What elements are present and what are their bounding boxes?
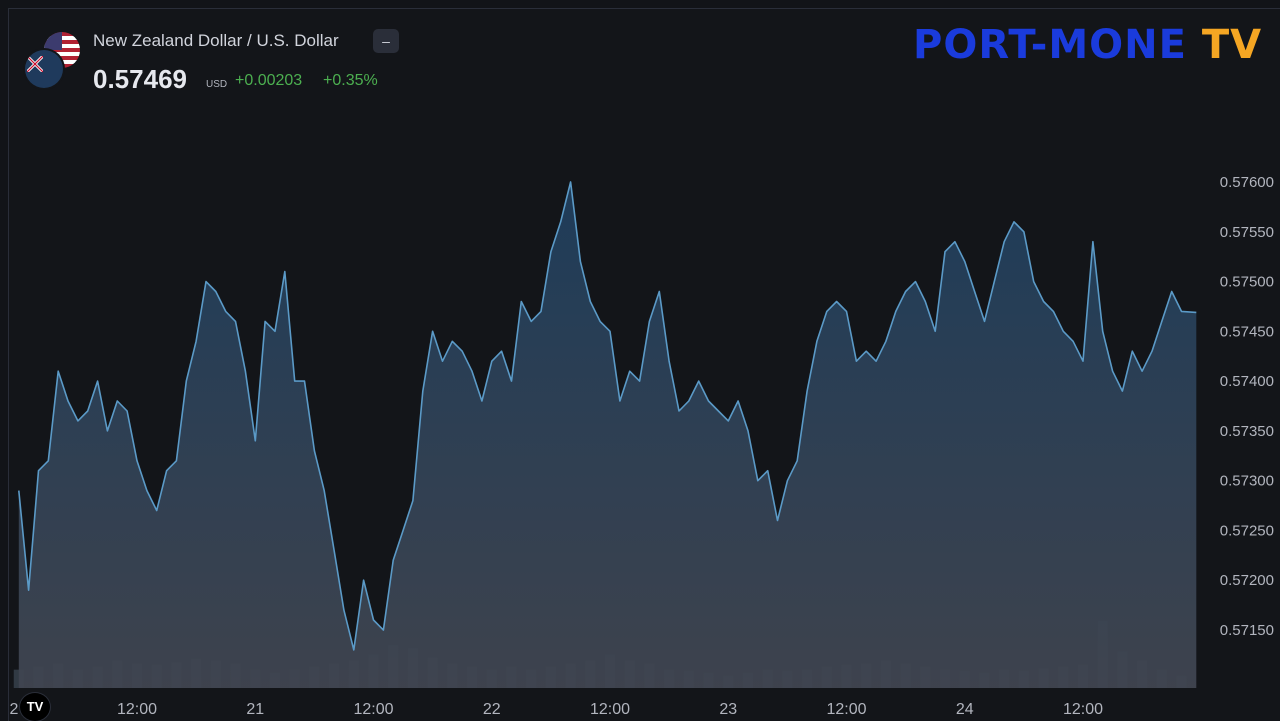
- x-tick-label: 24: [956, 701, 974, 718]
- y-tick-label: 0.57450: [1220, 323, 1274, 340]
- x-tick-label: 23: [719, 701, 737, 718]
- y-tick-label: 0.57350: [1220, 423, 1274, 440]
- y-tick-label: 0.57300: [1220, 473, 1274, 490]
- x-tick-label: 12:00: [1063, 701, 1103, 718]
- price-change: +0.00203: [235, 72, 303, 89]
- price-line: [18, 181, 1197, 651]
- price-area: [18, 182, 1197, 688]
- tradingview-logo-icon[interactable]: TV: [20, 693, 50, 721]
- nz-flag-icon: [25, 50, 63, 88]
- symbol-name[interactable]: New Zealand Dollar / U.S. Dollar: [93, 31, 339, 50]
- y-tick-label: 0.57400: [1220, 373, 1274, 390]
- x-tick-label: 2: [10, 701, 19, 718]
- y-tick-label: 0.57500: [1220, 274, 1274, 291]
- x-tick-label: 12:00: [353, 701, 393, 718]
- brand-logo-main: PORT-MONE: [913, 22, 1187, 68]
- brand-logo-tv: TV: [1201, 22, 1263, 68]
- y-tick-label: 0.57250: [1220, 522, 1274, 539]
- y-tick-label: 0.57550: [1220, 224, 1274, 241]
- y-tick-label: 0.57600: [1220, 174, 1274, 191]
- volume-bar: [13, 669, 24, 688]
- price-change-percent: +0.35%: [323, 72, 378, 89]
- collapse-button[interactable]: –: [373, 29, 399, 53]
- x-tick-label: 12:00: [590, 701, 630, 718]
- currency-label: USD: [206, 79, 228, 90]
- y-tick-label: 0.57200: [1220, 572, 1274, 589]
- x-tick-label: 12:00: [117, 701, 157, 718]
- x-tick-label: 22: [483, 701, 501, 718]
- y-tick-label: 0.57150: [1220, 622, 1274, 639]
- brand-logo: PORT-MONE TV: [913, 22, 1262, 68]
- x-tick-label: 21: [246, 701, 264, 718]
- x-tick-label: 12:00: [826, 701, 866, 718]
- last-price: 0.57469: [93, 64, 187, 94]
